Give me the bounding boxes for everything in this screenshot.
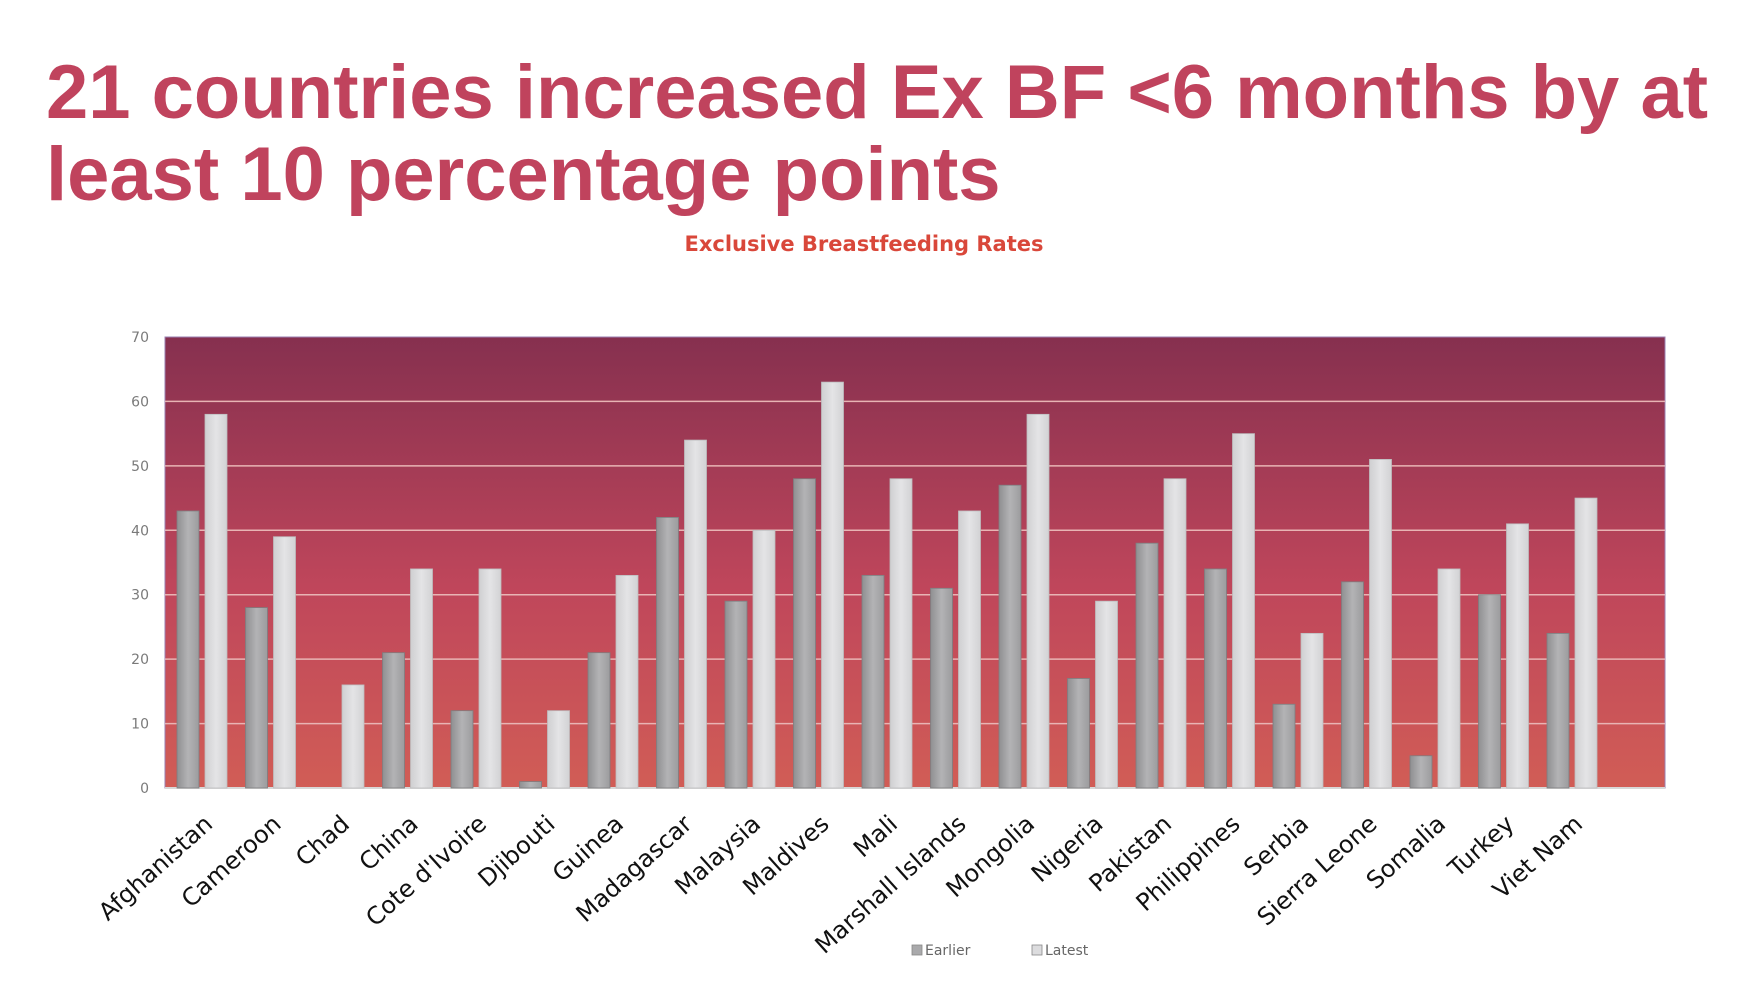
bar-latest-serbia <box>1300 632 1324 789</box>
slide-title: 21 countries increased Ex BF <6 months b… <box>46 50 1709 217</box>
bar-latest-turkey <box>1506 523 1529 789</box>
bar-latest-chad <box>341 684 365 789</box>
bar-latest-nigeria <box>1095 600 1118 789</box>
bar-latest-mali <box>889 478 913 789</box>
bar-latest-pakistan <box>1163 478 1187 789</box>
bar-earlier-djibouti <box>519 781 542 789</box>
bar-latest-cameroon <box>273 536 296 789</box>
legend-swatch-earlier <box>911 944 923 956</box>
bar-earlier-maldives <box>793 478 816 789</box>
bar-earlier-somalia <box>1409 755 1433 789</box>
bar-latest-philippines <box>1232 433 1255 789</box>
bar-latest-djibouti <box>547 710 570 789</box>
bar-earlier-madagascar <box>656 517 679 789</box>
y-tick-label: 60 <box>131 394 149 410</box>
bar-earlier-china <box>382 652 405 789</box>
bar-earlier-viet-nam <box>1546 632 1570 789</box>
bar-earlier-mongolia <box>998 484 1022 789</box>
bar-latest-mongolia <box>1026 413 1050 789</box>
y-tick-label: 0 <box>140 781 149 797</box>
bar-earlier-marshall-islands <box>930 587 953 789</box>
chart-title: Exclusive Breastfeeding Rates <box>684 232 1044 256</box>
bar-earlier-guinea <box>587 652 611 789</box>
x-tick-label: Sierra Leone <box>1252 810 1383 932</box>
bar-earlier-sierra-leone <box>1341 581 1364 789</box>
bar-earlier-nigeria <box>1067 678 1090 789</box>
bar-latest-marshall-islands <box>958 510 981 789</box>
bar-earlier-mali <box>861 574 885 789</box>
legend-label-earlier: Earlier <box>925 943 971 959</box>
y-tick-label: 50 <box>131 459 149 475</box>
bar-earlier-pakistan <box>1135 542 1159 789</box>
bar-earlier-afghanistan <box>176 510 200 789</box>
bar-latest-madagascar <box>684 439 707 789</box>
bar-latest-maldives <box>821 381 844 789</box>
bar-latest-somalia <box>1437 568 1461 789</box>
bar-latest-malaysia <box>752 529 776 789</box>
y-tick-label: 70 <box>131 330 149 346</box>
bar-earlier-malaysia <box>724 600 748 789</box>
x-tick-label: Cote d'Ivoire <box>360 810 492 932</box>
bar-earlier-philippines <box>1204 568 1227 789</box>
bar-latest-afghanistan <box>204 413 228 789</box>
y-tick-label: 30 <box>131 588 149 604</box>
bar-latest-sierra-leone <box>1369 459 1392 789</box>
bar-earlier-cameroon <box>245 607 268 789</box>
bar-earlier-cote-d-ivoire <box>450 710 474 789</box>
bar-latest-viet-nam <box>1574 497 1598 789</box>
bar-earlier-turkey <box>1478 594 1501 789</box>
x-tick-label: Mali <box>848 810 903 863</box>
bar-latest-cote-d-ivoire <box>478 568 502 789</box>
y-tick-label: 40 <box>131 523 149 539</box>
x-tick-label: Chad <box>290 810 355 872</box>
y-tick-label: 20 <box>131 652 149 668</box>
bar-latest-china <box>410 568 433 789</box>
bar-earlier-serbia <box>1272 703 1296 789</box>
bar-latest-guinea <box>615 574 639 789</box>
x-tick-label: Djibouti <box>473 810 561 893</box>
legend-swatch-latest <box>1031 944 1043 956</box>
legend-label-latest: Latest <box>1045 943 1089 959</box>
y-tick-label: 10 <box>131 717 149 733</box>
